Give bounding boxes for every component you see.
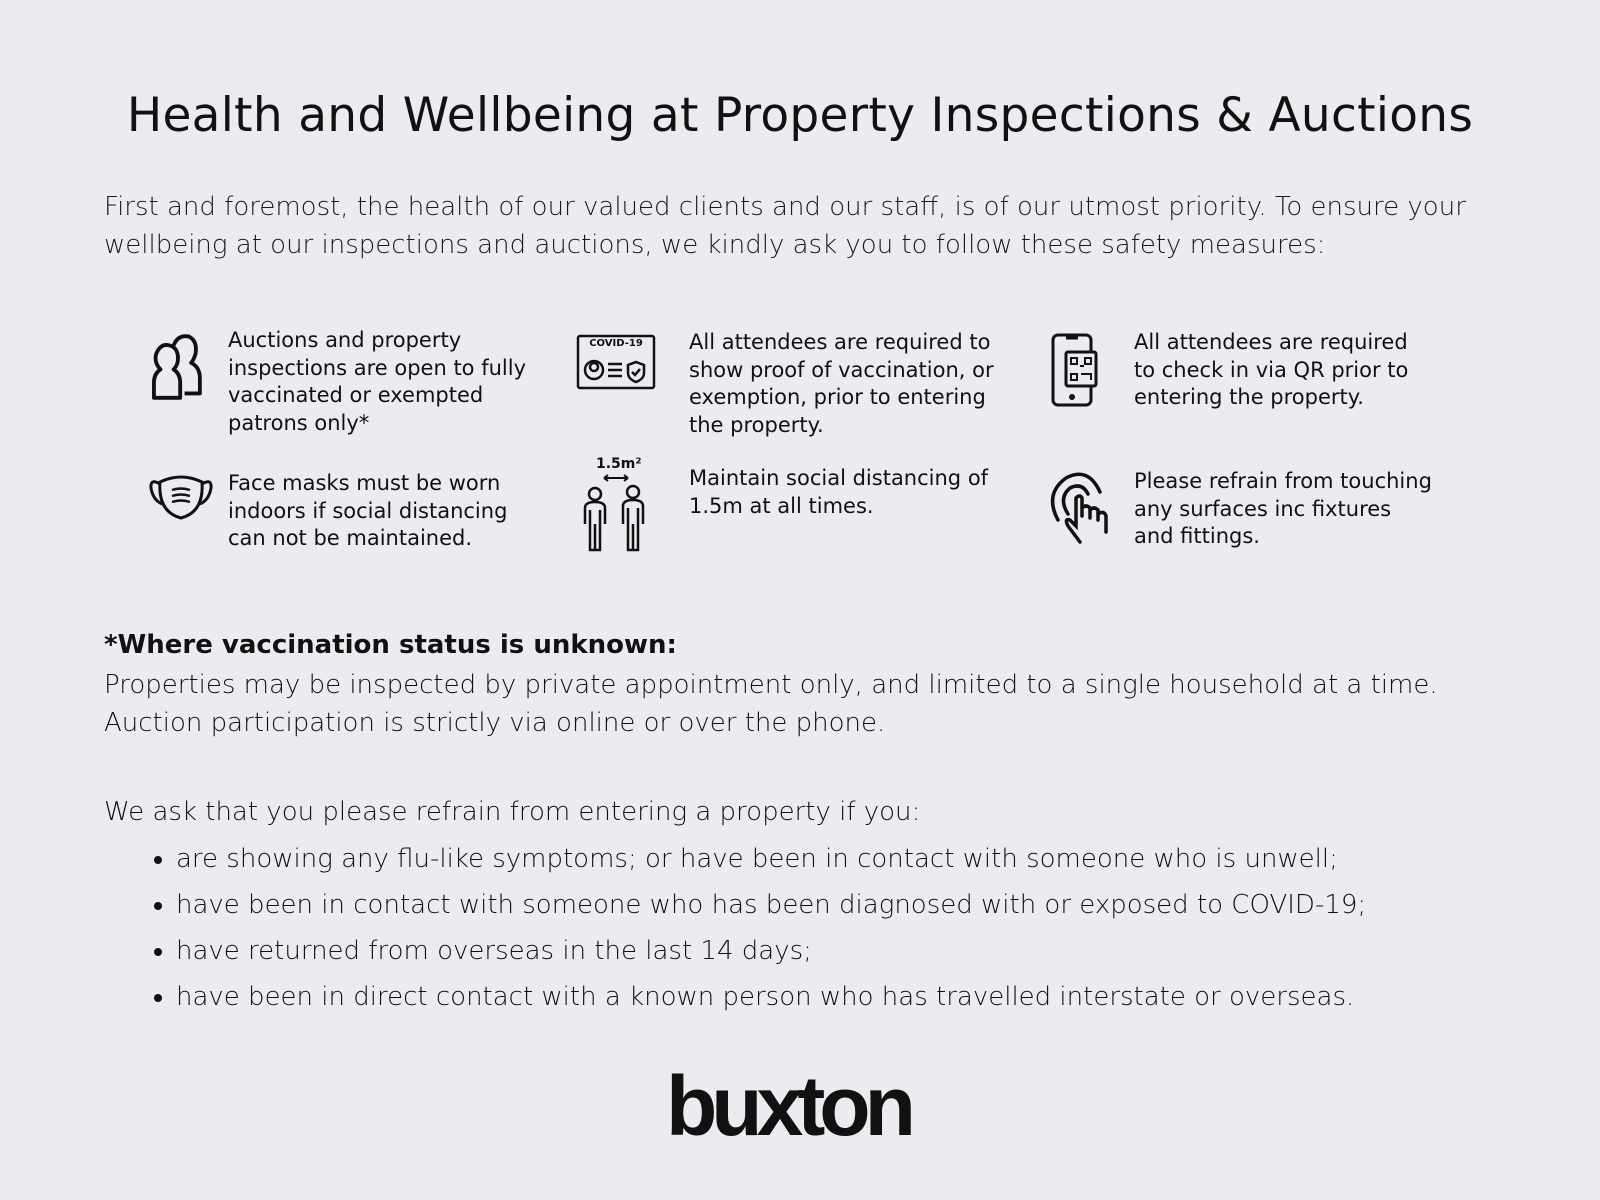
distance-label: 1.5m² bbox=[596, 456, 642, 472]
page-title: Health and Wellbeing at Property Inspect… bbox=[126, 88, 1474, 143]
social-distance-icon: 1.5m² bbox=[578, 456, 658, 552]
note-line-2: Auction participation is strictly via on… bbox=[104, 708, 886, 738]
refrain-list: are showing any flu-like symptoms; or ha… bbox=[104, 836, 1366, 1020]
note-line-1: Properties may be inspected by private a… bbox=[104, 670, 1438, 700]
list-item: are showing any flu-like symptoms; or ha… bbox=[176, 836, 1366, 882]
touch-hand-icon bbox=[1048, 470, 1114, 546]
list-item: have been in contact with someone who ha… bbox=[176, 882, 1366, 928]
measure-text-distancing: Maintain social distancing of 1.5m at al… bbox=[689, 466, 989, 518]
covid-label: COVID-19 bbox=[589, 338, 643, 349]
phone-qr-icon bbox=[1050, 332, 1100, 408]
face-mask-icon bbox=[148, 472, 214, 522]
measure-text-qr: All attendees are required to check in v… bbox=[1134, 330, 1409, 409]
buxton-logo: buxton bbox=[666, 1059, 916, 1153]
measure-text-proof: All attendees are required to show proof… bbox=[689, 330, 994, 437]
note-body: Properties may be inspected by private a… bbox=[104, 666, 1438, 742]
measure-text-masks: Face masks must be worn indoors if socia… bbox=[228, 471, 508, 550]
intro-paragraph: First and foremost, the health of our va… bbox=[104, 192, 1466, 260]
measure-text-surfaces: Please refrain from touching any surface… bbox=[1134, 469, 1432, 548]
refrain-intro: We ask that you please refrain from ente… bbox=[104, 797, 921, 827]
covid-certificate-icon: COVID-19 bbox=[576, 334, 656, 390]
list-item: have been in direct contact with a known… bbox=[176, 974, 1366, 1020]
people-icon bbox=[143, 330, 213, 400]
list-item: have returned from overseas in the last … bbox=[176, 928, 1366, 974]
measure-text-vaccinated: Auctions and property inspections are op… bbox=[228, 328, 526, 435]
note-heading: *Where vaccination status is unknown: bbox=[104, 630, 677, 660]
